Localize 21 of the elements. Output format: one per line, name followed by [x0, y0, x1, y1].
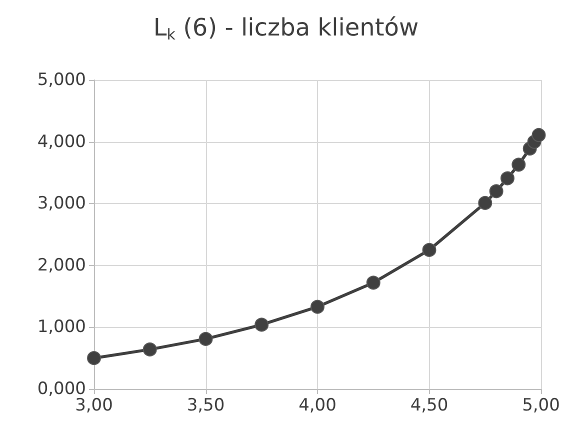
point	[512, 158, 526, 172]
point	[489, 184, 504, 198]
y-tick-label: 5,000	[37, 70, 86, 90]
point	[478, 196, 492, 210]
point	[254, 318, 269, 332]
y-tick-label: 3,000	[37, 194, 86, 214]
x-tick-label: 3,50	[186, 396, 225, 416]
point	[366, 276, 380, 290]
point	[532, 128, 546, 142]
x-tick-label: 5,00	[522, 396, 560, 416]
y-tick-label: 1,000	[37, 317, 86, 338]
y-tick-label: 2,000	[37, 255, 86, 276]
y-tick-label: 4,000	[37, 132, 86, 152]
point	[142, 342, 157, 356]
point	[500, 171, 514, 186]
x-tick-label: 4,50	[410, 396, 448, 416]
x-tick-label: 4,00	[298, 396, 336, 416]
point	[87, 351, 101, 366]
point	[310, 300, 324, 314]
point	[198, 332, 213, 346]
point	[422, 242, 436, 257]
